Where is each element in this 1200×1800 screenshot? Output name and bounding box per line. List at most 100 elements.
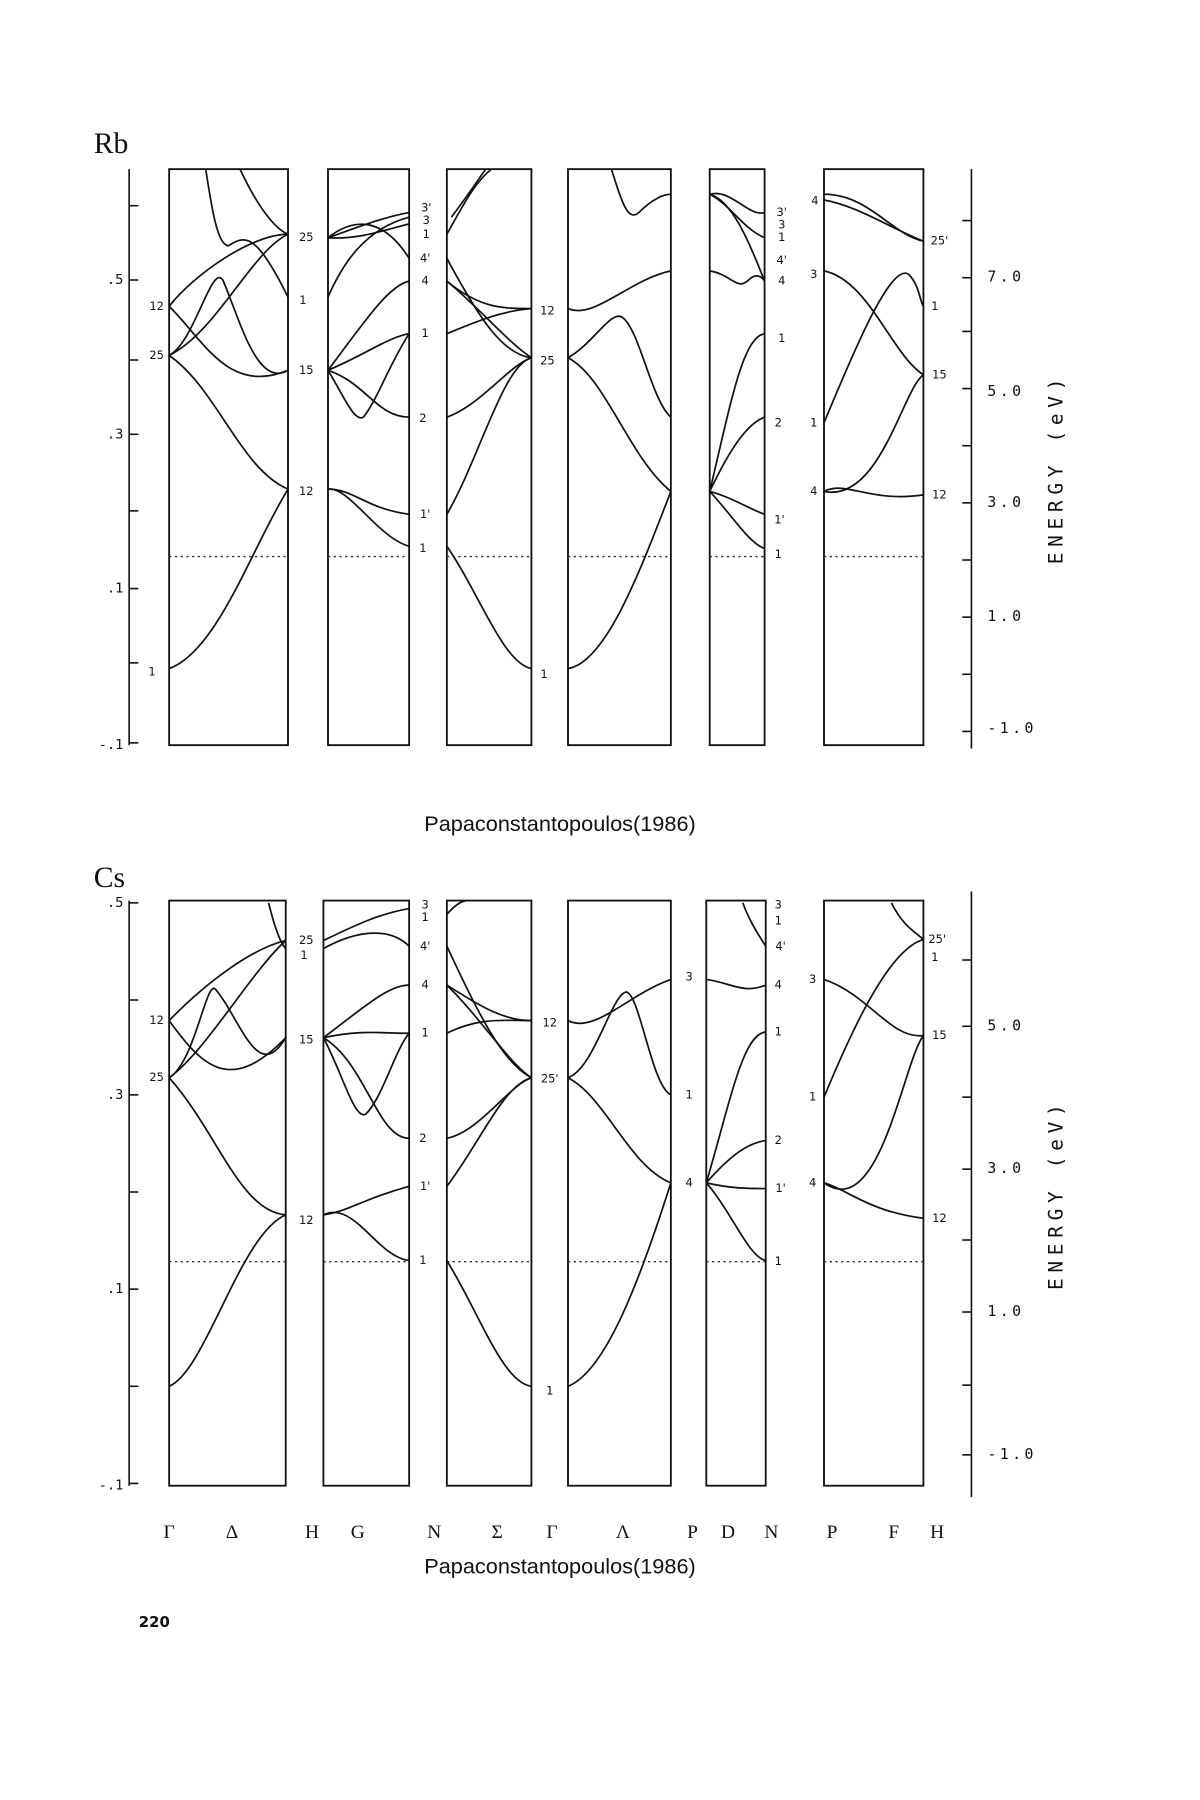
symmetry-point: N: [427, 1522, 441, 1543]
point-label: 25': [928, 932, 946, 946]
right-tick-label: -1.0: [987, 719, 1036, 737]
band-curve: [168, 305, 289, 378]
band-curve: [323, 932, 410, 950]
band-curve: [709, 270, 766, 285]
band-curve: [567, 1182, 672, 1388]
band-curve: [709, 192, 765, 214]
left-tick-label: .3: [107, 426, 124, 442]
panel-frame: [327, 168, 411, 747]
point-label: 1: [419, 1253, 426, 1267]
band-curve: [709, 193, 765, 239]
point-label: 3: [810, 267, 817, 281]
band-curve: [168, 939, 287, 1079]
band-curve: [446, 307, 532, 335]
band-curve: [890, 902, 924, 941]
band-curve: [327, 332, 410, 372]
right-tick-label: 5.0: [987, 1016, 1024, 1034]
left-tick-label: .1: [107, 581, 124, 597]
right-tick-label: -1.0: [987, 1445, 1036, 1463]
point-label: 1: [775, 547, 782, 561]
point-label: 3': [777, 205, 787, 219]
band-curve: [323, 1211, 410, 1262]
band-curve: [567, 356, 672, 493]
panel-frame: [445, 899, 533, 1487]
point-label: 1: [299, 293, 306, 307]
band-curve: [267, 902, 287, 950]
point-label: 4: [810, 484, 817, 498]
point-label: 1': [774, 512, 784, 526]
band-curve: [823, 487, 924, 498]
point-label: 3: [809, 972, 816, 986]
band-curve: [446, 545, 532, 670]
band-curve: [706, 978, 767, 990]
point-label: 3: [422, 898, 429, 912]
point-label: 4': [420, 251, 430, 265]
point-label: 15: [299, 363, 314, 377]
band-curve: [446, 168, 492, 235]
point-label: 1: [423, 227, 430, 241]
point-label: 1: [931, 299, 938, 313]
point-label: 15: [932, 1028, 947, 1042]
point-label: 12: [932, 1211, 947, 1225]
band-curve: [742, 902, 767, 947]
band-curve: [323, 1185, 410, 1216]
band-curve: [327, 369, 410, 418]
symmetry-point: Σ: [491, 1522, 502, 1543]
band-curve: [567, 315, 672, 418]
point-label: 2: [775, 1133, 782, 1147]
band-curve: [446, 945, 532, 1079]
band-curve: [823, 199, 924, 242]
point-label: 1: [422, 910, 429, 924]
band-curve: [567, 991, 672, 1096]
point-label: 4: [811, 194, 818, 208]
band-curve: [168, 1214, 287, 1388]
point-label: 1: [546, 1383, 553, 1397]
point-label: 1: [778, 331, 785, 345]
point-label: 1: [148, 664, 155, 678]
symmetry-point: P: [687, 1522, 698, 1543]
band-curve: [705, 1031, 766, 1184]
band-curve: [567, 1076, 672, 1184]
band-curve: [823, 374, 924, 493]
point-label: 4: [422, 978, 429, 992]
point-label: 15: [932, 367, 947, 381]
left-tick-label: .3: [107, 1087, 124, 1103]
band-curve: [327, 211, 410, 239]
band-curve: [610, 168, 671, 216]
point-label: 25: [299, 230, 314, 244]
band-curve: [323, 1031, 410, 1039]
axis-label: ENERGY (eV): [1045, 1099, 1068, 1290]
band-curve: [708, 332, 765, 492]
band-curve: [322, 1036, 410, 1140]
point-label: 3: [686, 970, 693, 984]
band-curve: [446, 280, 532, 359]
point-label: 3: [423, 213, 430, 227]
point-label: 4: [775, 978, 782, 992]
point-label: 1: [775, 914, 782, 928]
panel-frame: [168, 168, 289, 747]
point-label: 12: [299, 1213, 314, 1227]
left-tick-label: .5: [107, 272, 124, 288]
band-curve: [567, 978, 672, 1025]
band-curve: [327, 216, 410, 298]
band-curve: [823, 270, 924, 376]
right-tick-label: 3.0: [987, 493, 1024, 511]
point-label: 2: [419, 1131, 426, 1145]
band-curve: [168, 1077, 286, 1216]
band-curve: [168, 987, 287, 1079]
point-label: 4': [775, 939, 785, 953]
band-curve: [327, 488, 410, 548]
band-curve: [567, 491, 672, 670]
band-curve: [823, 272, 925, 424]
band-curve: [168, 354, 289, 490]
band-curve: [322, 984, 410, 1039]
band-curve: [823, 1034, 925, 1191]
symmetry-point: Δ: [226, 1522, 238, 1543]
symmetry-point: H: [305, 1522, 319, 1543]
panel-frame: [823, 168, 925, 747]
point-label: 1: [419, 541, 426, 555]
band-curve: [450, 168, 487, 218]
right-tick-label: 7.0: [987, 268, 1024, 286]
band-curve: [446, 899, 469, 915]
